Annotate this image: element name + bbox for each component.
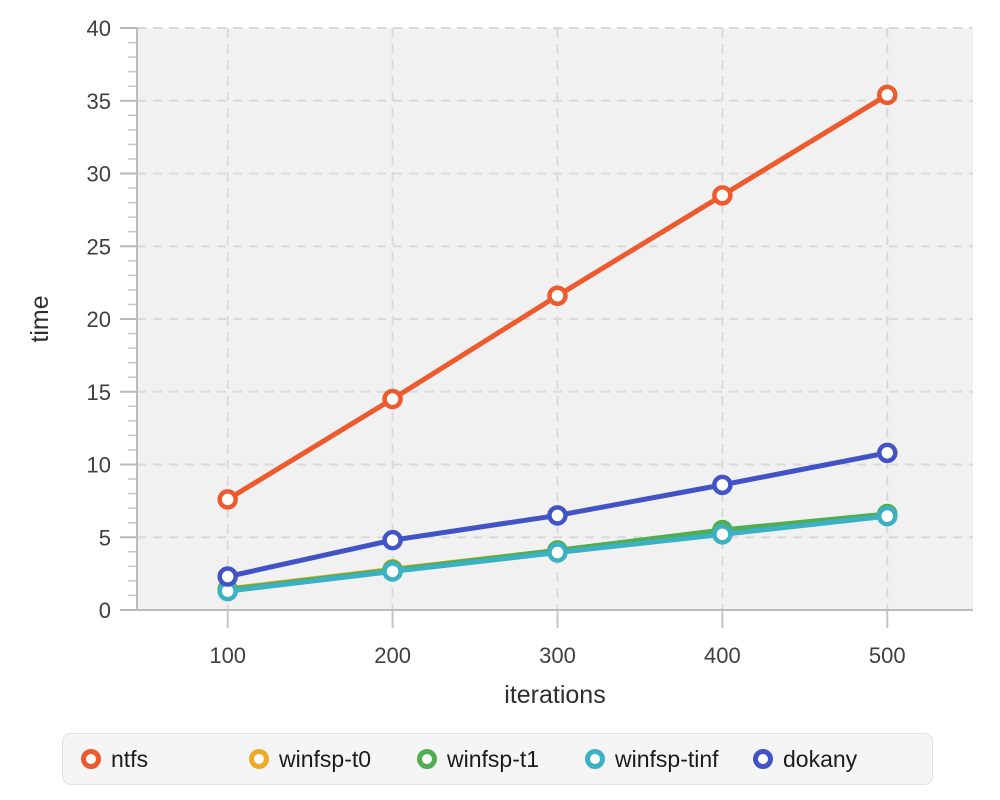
- legend-label: winfsp-t1: [447, 745, 540, 772]
- legend-item-dokany: dokany: [753, 746, 857, 773]
- winfsp-tinf-swatch-icon: [585, 749, 605, 769]
- legend-label: winfsp-tinf: [615, 745, 719, 772]
- line-chart: 0 5 10 15 20 25 30 35 40 100 200 300 400 500 iteratio…: [26, 16, 973, 709]
- y-tick-label: 20: [87, 307, 111, 332]
- chart-layers: 0 5 10 15 20 25 30 35 40 100 200 300 400 500: [87, 16, 973, 668]
- y-tick-label: 40: [87, 16, 111, 41]
- marker-winfsp-tinf: [547, 542, 568, 563]
- y-tick-label: 25: [87, 234, 111, 259]
- x-tick-label: 500: [869, 643, 906, 668]
- legend-label: winfsp-t0: [279, 745, 372, 772]
- marker-winfsp-tinf: [382, 561, 403, 582]
- marker-ntfs: [217, 489, 238, 510]
- x-tick-label: 100: [209, 643, 246, 668]
- marker-ntfs: [877, 84, 898, 106]
- x-tick-label: 200: [374, 643, 411, 668]
- marker-dokany: [217, 566, 238, 587]
- y-tick-label: 15: [87, 380, 111, 405]
- x-tick-label: 400: [704, 643, 741, 668]
- y-tick-label: 35: [87, 89, 111, 114]
- legend-item-winfsp-t0: winfsp-t0: [249, 746, 417, 773]
- marker-dokany: [382, 529, 403, 551]
- legend-item-winfsp-t1: winfsp-t1: [417, 746, 585, 773]
- dokany-swatch-icon: [753, 749, 773, 769]
- marker-dokany: [547, 505, 568, 526]
- y-tick-label: 5: [99, 525, 111, 550]
- y-tick-label: 30: [87, 162, 111, 187]
- legend-item-ntfs: ntfs: [81, 746, 249, 773]
- legend-label: dokany: [783, 745, 858, 772]
- marker-ntfs: [547, 285, 568, 306]
- marker-ntfs: [712, 185, 733, 206]
- x-axis-title: iterations: [504, 681, 605, 709]
- winfsp-t1-swatch-icon: [417, 749, 437, 769]
- marker-dokany: [712, 474, 733, 496]
- x-tick-label: 300: [539, 643, 576, 668]
- legend: ntfs winfsp-t0 winfsp-t1 winfsp-tinf dokany: [62, 733, 933, 785]
- y-tick-label: 10: [87, 453, 111, 478]
- marker-winfsp-tinf: [712, 524, 733, 545]
- marker-ntfs: [382, 388, 403, 410]
- y-axis-title: time: [26, 295, 54, 342]
- winfsp-t0-swatch-icon: [249, 749, 269, 769]
- legend-label: ntfs: [111, 745, 149, 772]
- legend-item-winfsp-tinf: winfsp-tinf: [585, 746, 753, 773]
- y-tick-label: 0: [99, 598, 111, 623]
- ntfs-swatch-icon: [81, 749, 101, 769]
- marker-winfsp-tinf: [877, 505, 898, 527]
- marker-dokany: [877, 442, 898, 464]
